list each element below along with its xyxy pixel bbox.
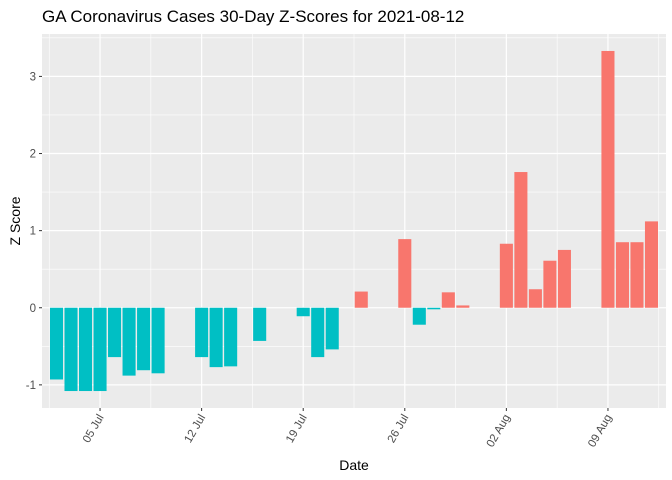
bar bbox=[615, 242, 629, 308]
x-tick-label: 26 Jul bbox=[386, 413, 412, 446]
x-tick-label: 12 Jul bbox=[182, 413, 208, 446]
x-tick-label: 09 Aug bbox=[586, 413, 614, 450]
y-tick-label: 0 bbox=[30, 303, 36, 315]
bar bbox=[514, 172, 528, 308]
bar bbox=[296, 307, 310, 317]
bar bbox=[79, 307, 93, 392]
x-axis-title: Date bbox=[339, 457, 369, 473]
bar bbox=[427, 307, 441, 310]
bar bbox=[224, 307, 238, 367]
bar bbox=[209, 307, 223, 368]
grid-minor bbox=[42, 34, 666, 408]
bar bbox=[412, 307, 426, 325]
bar bbox=[528, 289, 542, 308]
y-tick-label: -1 bbox=[26, 380, 36, 392]
bar bbox=[441, 292, 455, 308]
bar bbox=[354, 291, 368, 308]
chart-title: GA Coronavirus Cases 30-Day Z-Scores for… bbox=[42, 7, 464, 26]
bar bbox=[543, 260, 557, 308]
y-tick-label: 3 bbox=[30, 71, 36, 83]
bar bbox=[151, 307, 165, 374]
y-axis-ticks: -1 0 1 2 3 bbox=[26, 71, 42, 392]
bar bbox=[398, 239, 412, 308]
y-tick-label: 1 bbox=[30, 226, 36, 238]
x-tick-label: 02 Aug bbox=[485, 413, 513, 450]
y-axis-title: Z Score bbox=[7, 196, 23, 245]
bar bbox=[122, 307, 136, 376]
bar bbox=[49, 307, 64, 380]
bar bbox=[93, 307, 107, 392]
bar bbox=[137, 307, 151, 371]
bar bbox=[108, 307, 122, 358]
bar bbox=[630, 242, 644, 308]
bar bbox=[557, 249, 571, 308]
bar bbox=[499, 243, 513, 308]
bar bbox=[456, 305, 470, 308]
bars bbox=[49, 50, 659, 392]
y-tick-label: 2 bbox=[30, 149, 36, 161]
x-tick-label: 19 Jul bbox=[284, 413, 310, 446]
bar bbox=[311, 307, 325, 358]
bar bbox=[644, 221, 659, 308]
bar bbox=[325, 307, 339, 350]
bar bbox=[195, 307, 209, 358]
bar bbox=[253, 307, 267, 341]
x-axis-ticks: 05 Jul 12 Jul 19 Jul 26 Jul 02 Aug 09 Aug bbox=[81, 408, 615, 450]
bar bbox=[64, 307, 78, 392]
bar bbox=[601, 50, 615, 308]
x-tick-label: 05 Jul bbox=[81, 413, 107, 446]
